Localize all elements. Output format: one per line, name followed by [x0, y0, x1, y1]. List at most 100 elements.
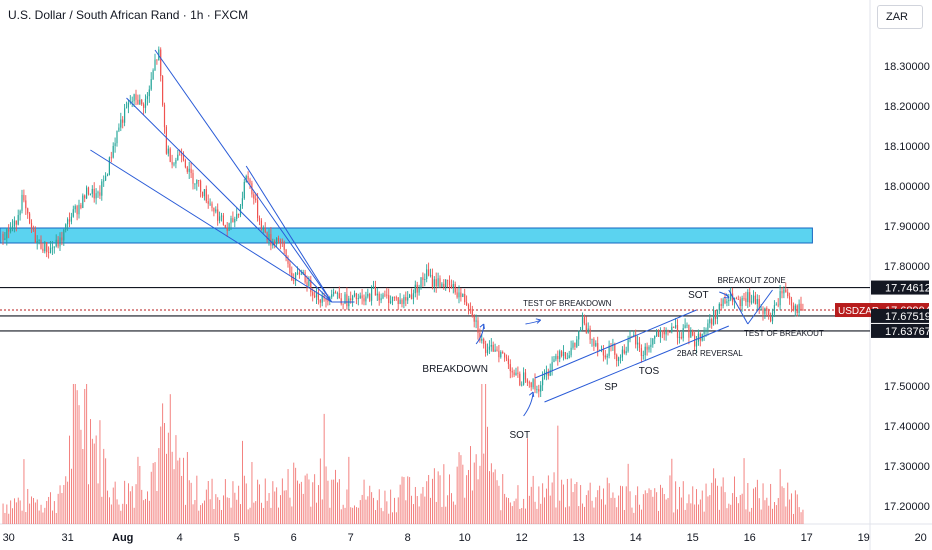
volume-bar	[91, 438, 93, 524]
volume-bar	[612, 492, 614, 524]
volume-bar	[734, 476, 735, 524]
candle-body	[676, 325, 679, 338]
price-tick-label: 18.10000	[884, 141, 930, 153]
volume-bar	[426, 481, 428, 524]
volume-bar	[749, 511, 751, 524]
volume-bar	[19, 500, 21, 524]
candle-body	[783, 289, 785, 294]
volume-bar	[209, 499, 211, 524]
candle-body	[464, 293, 466, 303]
volume-bar	[129, 491, 131, 524]
volume-bar	[251, 462, 253, 524]
candle-body	[42, 248, 44, 252]
candle-body	[585, 323, 587, 333]
volume-bar	[663, 494, 665, 524]
volume-bar	[623, 509, 625, 524]
candle-body	[338, 293, 340, 299]
volume-bar	[382, 511, 384, 524]
volume-bar	[306, 473, 308, 524]
volume-bar	[690, 503, 692, 524]
volume-bar	[492, 472, 494, 524]
volume-bar	[458, 452, 460, 524]
volume-bar	[713, 468, 715, 524]
volume-bar	[365, 499, 367, 524]
candle-body	[678, 336, 680, 338]
candle-body	[108, 157, 110, 175]
volume-bar	[312, 482, 314, 524]
candle-body	[445, 279, 447, 288]
time-tick-label: 20	[915, 532, 927, 544]
candle-body	[414, 284, 416, 294]
candle-body	[125, 107, 128, 109]
candle-body	[547, 371, 549, 376]
volume-bar	[513, 501, 515, 524]
candle-body	[635, 334, 637, 345]
candle-body	[105, 175, 107, 181]
volume-bar	[71, 468, 72, 524]
volume-bar	[223, 495, 224, 524]
trendline	[544, 325, 729, 403]
volume-bar	[255, 501, 257, 524]
volume-bar	[224, 479, 226, 524]
candle-body	[55, 239, 57, 247]
volume-bar	[283, 490, 285, 524]
volume-bar	[331, 479, 333, 524]
volume-bar	[316, 502, 317, 524]
volume-bar	[439, 475, 441, 524]
volume-bar	[371, 492, 373, 524]
candle-body	[469, 308, 471, 310]
candle-body	[380, 298, 382, 301]
candle-body	[4, 238, 6, 240]
volume-bar	[293, 462, 295, 524]
candle-body	[285, 249, 287, 259]
volume-bar	[44, 507, 46, 524]
volume-bar	[52, 510, 53, 524]
volume-bar	[610, 497, 612, 524]
volume-bar	[2, 503, 4, 524]
candle-body	[787, 292, 789, 297]
candle-body	[243, 181, 245, 199]
volume-bar	[650, 489, 652, 524]
volume-bar	[519, 508, 521, 524]
candle-body	[568, 355, 570, 359]
candle-body	[523, 372, 525, 385]
volume-bar	[500, 510, 502, 524]
volume-bar	[304, 475, 306, 524]
volume-bar	[217, 497, 219, 524]
candle-body	[694, 335, 696, 347]
volume-bar	[23, 459, 25, 524]
candle-body	[477, 320, 479, 333]
volume-bar	[376, 500, 378, 524]
volume-bar	[582, 503, 583, 524]
volume-bar	[363, 479, 365, 524]
volume-bar	[646, 493, 648, 524]
volume-bar	[340, 509, 342, 524]
candle-body	[399, 299, 401, 304]
volume-bar	[141, 489, 143, 524]
candle-body	[315, 292, 318, 298]
candle-body	[511, 371, 513, 373]
volume-bar	[561, 479, 563, 524]
volume-bar	[601, 499, 602, 524]
volume-bar	[308, 479, 310, 524]
candle-body	[205, 189, 207, 202]
volume-bar	[751, 507, 753, 524]
candle-body	[513, 372, 515, 376]
volume-bar	[479, 465, 481, 524]
volume-bar	[380, 507, 382, 524]
volume-bar	[553, 472, 555, 524]
candle-body	[29, 213, 31, 224]
candle-body	[165, 127, 167, 154]
candle-body	[325, 298, 327, 301]
candle-body	[614, 344, 616, 355]
currency-selector[interactable]: ZAR	[877, 5, 923, 29]
volume-bar	[179, 457, 181, 524]
candle-body	[771, 313, 774, 322]
candle-body	[595, 343, 597, 346]
volume-bar	[375, 510, 376, 524]
volume-bar	[270, 507, 272, 524]
candle-body	[652, 338, 654, 345]
candle-body	[196, 180, 198, 184]
candle-body	[532, 379, 534, 388]
